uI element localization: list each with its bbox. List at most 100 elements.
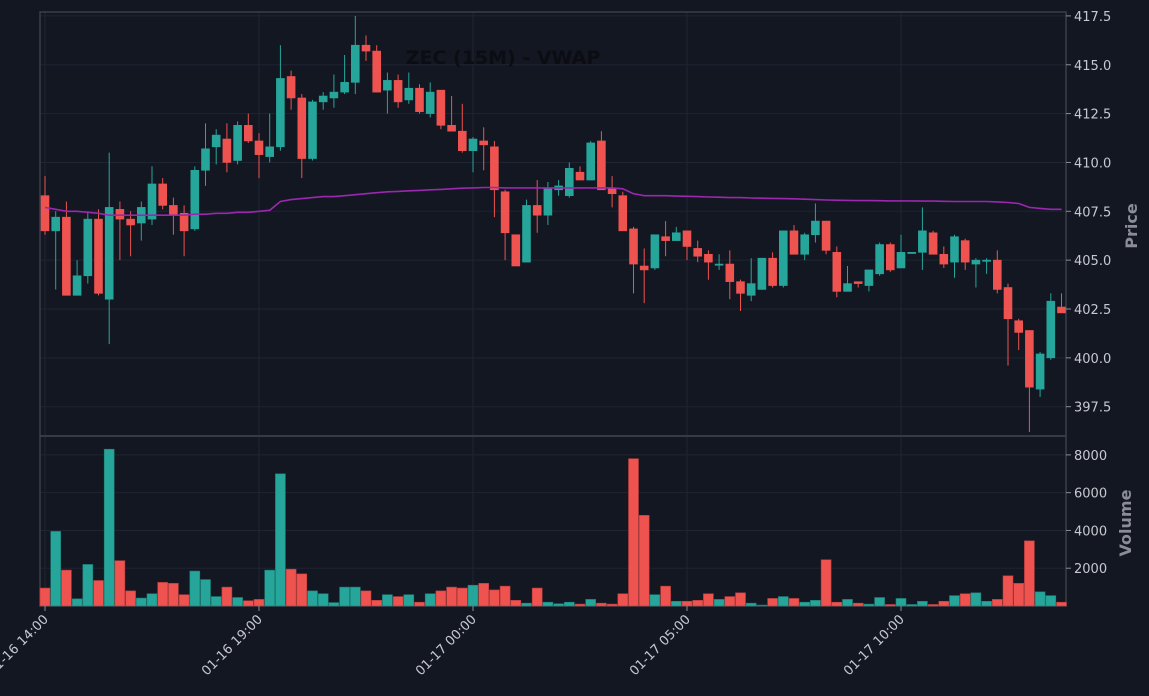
candle-body (72, 275, 82, 296)
volume-bar (157, 582, 168, 607)
candle-body (982, 259, 991, 262)
candle-body (586, 142, 596, 181)
volume-bar (660, 585, 671, 607)
candle-body (211, 134, 221, 148)
candle-body (811, 220, 820, 236)
candle-body (885, 244, 895, 271)
volume-bar (831, 601, 843, 607)
candle-body (361, 44, 371, 52)
volume-bar (970, 592, 982, 607)
volume-bar (178, 594, 190, 607)
volume-bar (71, 598, 83, 607)
volume-tick-label: 6000 (1074, 487, 1107, 502)
candle-body (714, 263, 724, 266)
volume-bar (456, 587, 468, 607)
candle-body (907, 252, 917, 254)
volume-bar (745, 602, 757, 607)
volume-bar (467, 584, 479, 607)
candle-body (297, 97, 307, 159)
volume-bar (499, 585, 511, 607)
volume-bar (243, 600, 254, 607)
candle-body (661, 236, 670, 241)
volume-bar (852, 602, 864, 607)
volume-bar (200, 579, 211, 607)
candle-body (543, 187, 553, 216)
candle-body (372, 50, 382, 93)
volume-bar (1024, 540, 1035, 607)
volume-bar (788, 598, 800, 607)
grid-lines (40, 12, 1066, 606)
volume-bar (349, 586, 361, 607)
candles (40, 15, 1066, 433)
volume-bar (414, 601, 425, 607)
volume-bar (884, 604, 896, 607)
volume-bar (585, 599, 597, 607)
volume-bar (125, 590, 136, 607)
volume-bar (360, 590, 372, 607)
candle-body (147, 183, 157, 220)
volume-bar (307, 590, 318, 607)
volume-bar (93, 580, 104, 607)
volume-axis: 2000 4000 6000 8000 (1066, 449, 1107, 577)
price-tick-label: 397.5 (1074, 401, 1111, 416)
candle-body (971, 259, 981, 265)
volume-bar (553, 603, 564, 607)
candle-body (960, 240, 970, 263)
volume-bar (168, 583, 179, 607)
volume-bar (232, 597, 243, 607)
candle-body (1046, 300, 1056, 359)
candle-body (768, 257, 777, 286)
candle-body (864, 269, 874, 286)
volume-bar (103, 448, 115, 607)
volume-bar (221, 586, 233, 607)
volume-bar (959, 593, 971, 607)
volume-bar (917, 600, 928, 607)
candle-body (992, 259, 1002, 290)
volume-bar (895, 598, 907, 607)
candle-body (1003, 287, 1013, 320)
candle-body (83, 218, 93, 277)
volume-bar (563, 601, 575, 607)
volume-bar (820, 559, 832, 607)
volume-bar (938, 600, 950, 607)
candle-body (457, 130, 467, 152)
volume-bar (317, 593, 329, 607)
volume-bar (435, 590, 447, 607)
candle-body (789, 230, 799, 255)
candle-body (222, 138, 232, 163)
candle-body (918, 230, 927, 253)
candle-body (1057, 306, 1066, 314)
volume-bar (1002, 575, 1014, 607)
volume-bar (478, 583, 490, 607)
volume-tick-label: 4000 (1074, 524, 1107, 539)
candle-body (1025, 330, 1034, 388)
candle-body (597, 140, 606, 191)
volume-bar (403, 594, 415, 607)
volume-bars (39, 448, 1067, 607)
volume-bar (906, 604, 918, 607)
volume-bar (596, 602, 607, 607)
volume-bar (61, 569, 72, 607)
volume-bar (1013, 583, 1025, 607)
candle-body (158, 183, 167, 206)
volume-bar (296, 573, 308, 607)
candle-body (800, 234, 810, 255)
price-tick-label: 407.5 (1074, 205, 1111, 220)
volume-bar (275, 473, 286, 607)
volume-bar (1034, 591, 1046, 607)
volume-bar (927, 604, 939, 607)
candle-body (682, 230, 692, 247)
volume-bar (799, 601, 811, 607)
volume-bar (649, 594, 661, 607)
candle-body (244, 125, 253, 142)
price-tick-label: 415.0 (1074, 59, 1111, 74)
volume-bar (39, 587, 51, 607)
volume-bar (542, 601, 554, 607)
candle-body (757, 257, 767, 290)
volume-bar (1056, 601, 1067, 607)
volume-bar (991, 599, 1003, 607)
candle-body (950, 236, 959, 263)
candle-body (832, 252, 842, 292)
candle-body (704, 253, 713, 263)
